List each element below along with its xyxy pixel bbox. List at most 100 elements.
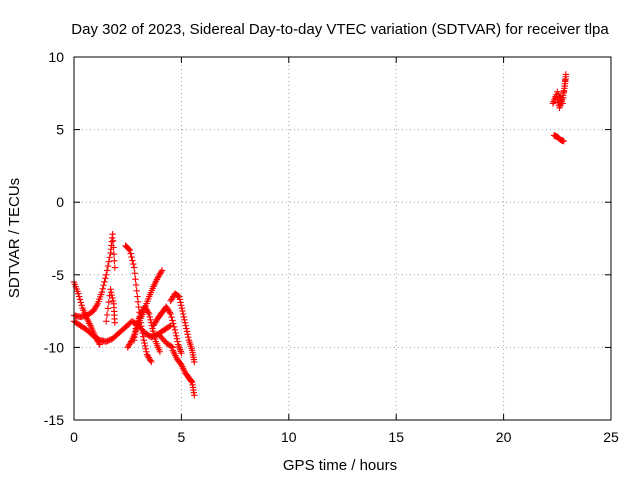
data-point [185, 334, 192, 341]
data-point [133, 287, 140, 294]
data-point [75, 290, 82, 297]
data-point [145, 310, 153, 318]
data-point [173, 332, 180, 339]
data-point [129, 257, 136, 264]
data-point [560, 94, 567, 101]
data-point [125, 246, 133, 253]
data-point [108, 291, 116, 299]
data-point [130, 260, 137, 268]
data-point [131, 270, 138, 277]
data-point [110, 244, 117, 251]
data-point [156, 348, 164, 355]
series-arc-b [70, 230, 119, 321]
data-point [139, 329, 146, 337]
data-point [554, 88, 561, 96]
data-point [560, 88, 568, 96]
series-arc-k [156, 332, 177, 351]
data-point [562, 71, 570, 78]
data-point [141, 342, 149, 350]
data-point [170, 320, 177, 327]
data-point [109, 237, 117, 245]
data-point [169, 317, 176, 324]
data-point [109, 230, 116, 238]
series-arc-i [167, 290, 198, 366]
data-point [106, 254, 113, 261]
data-point [102, 275, 109, 282]
data-point [181, 319, 189, 326]
data-point [111, 257, 118, 265]
data-point [174, 338, 181, 345]
data-point [132, 275, 139, 283]
data-point [105, 258, 112, 265]
data-point [180, 313, 187, 321]
data-point [168, 343, 175, 350]
data-point [76, 296, 84, 303]
data-point [181, 316, 188, 324]
y-axis-label: SDTVAR / TECUs [6, 178, 23, 298]
data-point [183, 325, 190, 332]
data-point [135, 303, 142, 311]
data-point [178, 304, 186, 312]
data-point [132, 281, 140, 289]
data-point [75, 293, 83, 300]
data-point [103, 318, 110, 325]
data-point [107, 286, 114, 293]
data-point [147, 357, 154, 364]
data-point [103, 267, 111, 274]
data-point [179, 307, 186, 315]
data-point [104, 262, 112, 270]
series-arc-j [169, 347, 198, 399]
data-point [99, 285, 106, 292]
data-point [177, 302, 185, 309]
series-arc-l [549, 71, 570, 112]
y-tick-label: -15 [44, 412, 64, 428]
data-point [171, 326, 179, 334]
data-point [111, 264, 119, 271]
data-point [139, 333, 147, 340]
data-point [147, 316, 154, 324]
y-tick-label: 10 [48, 49, 64, 65]
x-tick-label: 10 [281, 429, 297, 445]
data-point [109, 297, 117, 305]
grid [74, 57, 611, 420]
data-point [183, 328, 191, 335]
data-point [173, 335, 181, 342]
axis-ticks: 0 5 10 15 20 25 -15 -10 -5 0 5 10 [44, 49, 619, 445]
data-point [130, 264, 138, 271]
data-point [158, 268, 165, 276]
data-point [178, 350, 185, 357]
data-point [179, 310, 187, 318]
data-point [140, 336, 148, 344]
data-point [191, 358, 198, 366]
data-point [176, 296, 184, 303]
data-point [110, 250, 118, 258]
y-tick-label: 0 [56, 194, 64, 210]
data-point [166, 309, 174, 316]
data-point [145, 309, 152, 316]
data-point [175, 292, 182, 300]
data-point [100, 282, 107, 289]
data-points [70, 71, 570, 399]
data-point [182, 322, 189, 329]
y-tick-label: 5 [56, 122, 64, 138]
data-point [138, 326, 146, 333]
data-point [169, 344, 177, 351]
data-point [127, 250, 134, 257]
data-point [141, 339, 148, 347]
data-point [134, 293, 141, 300]
x-tick-label: 15 [388, 429, 404, 445]
data-point [126, 246, 134, 254]
data-point [103, 271, 110, 278]
x-tick-label: 0 [70, 429, 78, 445]
data-point [93, 302, 100, 309]
data-point [177, 299, 184, 306]
data-point [104, 305, 112, 312]
data-point [172, 329, 179, 337]
data-point [101, 278, 108, 285]
plot-frame [73, 56, 612, 421]
data-point [143, 348, 150, 355]
chart-title: Day 302 of 2023, Sidereal Day-to-day VTE… [71, 21, 609, 38]
x-axis-label: GPS time / hours [283, 457, 397, 474]
x-tick-label: 5 [178, 429, 186, 445]
